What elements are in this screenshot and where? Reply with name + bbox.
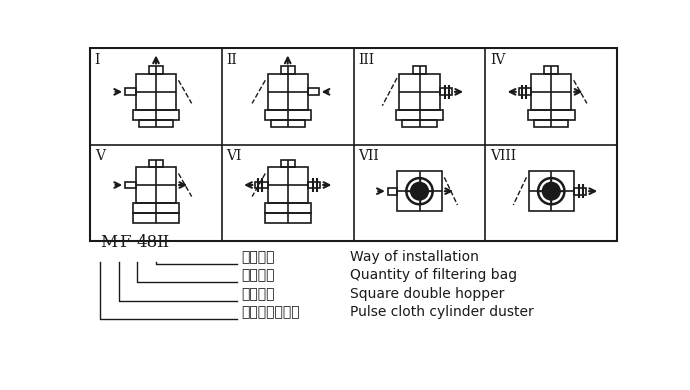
Bar — [531, 74, 571, 110]
Text: 安装形式: 安装形式 — [241, 250, 275, 264]
Bar — [529, 171, 573, 211]
Bar — [573, 188, 586, 195]
Bar — [132, 203, 179, 213]
Bar — [440, 89, 452, 95]
Bar — [139, 121, 173, 127]
Bar — [264, 110, 311, 121]
Text: Way of installation: Way of installation — [350, 250, 479, 264]
Bar — [268, 167, 308, 203]
Bar — [90, 48, 617, 241]
Bar — [149, 66, 163, 74]
Bar — [308, 89, 319, 95]
Bar — [255, 182, 268, 188]
Bar — [281, 66, 295, 74]
Bar — [534, 121, 569, 127]
Text: II: II — [226, 53, 237, 67]
Bar — [136, 167, 176, 203]
Text: 脏冲布筒濾尘器: 脏冲布筒濾尘器 — [241, 305, 300, 319]
Bar — [264, 203, 311, 213]
Text: I: I — [95, 53, 100, 67]
Bar — [544, 66, 558, 74]
Bar — [264, 213, 311, 223]
Text: VIII: VIII — [490, 149, 516, 163]
Text: Pulse cloth cylinder duster: Pulse cloth cylinder duster — [350, 305, 533, 319]
Text: F: F — [119, 234, 130, 251]
Bar — [396, 110, 443, 121]
Bar — [136, 74, 176, 110]
Text: V: V — [95, 149, 105, 163]
Bar — [149, 160, 163, 167]
Text: II: II — [156, 234, 169, 251]
Bar — [388, 188, 397, 195]
Bar — [268, 74, 308, 110]
Bar — [125, 89, 136, 95]
Bar — [519, 89, 531, 95]
Text: Square double hopper: Square double hopper — [350, 287, 504, 301]
Text: VI: VI — [226, 149, 242, 163]
Text: IV: IV — [490, 53, 505, 67]
Text: M: M — [100, 234, 117, 251]
Circle shape — [543, 183, 560, 200]
Text: VII: VII — [358, 149, 379, 163]
Bar — [397, 171, 442, 211]
Text: III: III — [358, 53, 375, 67]
Bar — [308, 182, 320, 188]
Text: 方型双斗: 方型双斗 — [241, 287, 275, 301]
Bar — [125, 182, 136, 188]
Bar — [132, 213, 179, 223]
Circle shape — [411, 183, 428, 200]
Bar — [281, 160, 295, 167]
Bar — [528, 110, 575, 121]
Bar — [413, 66, 426, 74]
Text: 48: 48 — [137, 234, 158, 251]
Bar — [402, 121, 437, 127]
Bar — [270, 121, 305, 127]
Bar — [132, 110, 179, 121]
Text: Quantity of filtering bag: Quantity of filtering bag — [350, 268, 517, 282]
Bar — [400, 74, 440, 110]
Text: 濾袋数量: 濾袋数量 — [241, 268, 275, 282]
